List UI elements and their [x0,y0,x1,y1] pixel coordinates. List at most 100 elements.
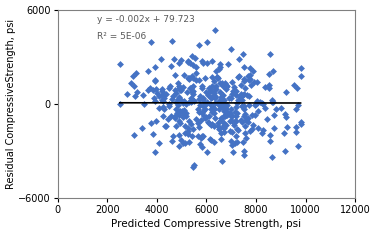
Point [177,109,183,113]
Point [173,91,179,94]
Point [213,69,219,72]
Point [178,58,184,62]
Point [192,56,198,60]
Point [162,124,168,128]
Point [117,102,123,106]
Point [182,73,188,77]
Point [200,60,206,63]
Point [205,121,211,124]
Point [176,144,182,148]
Point [190,84,196,88]
Point [179,141,185,145]
Point [228,139,234,142]
Point [241,114,247,118]
Point [203,115,209,119]
Point [180,115,186,119]
Point [229,130,235,134]
Point [237,95,243,99]
Point [133,71,139,74]
Point [254,101,260,104]
Point [178,98,184,102]
Point [152,150,158,154]
Point [176,119,182,123]
Point [221,98,227,102]
Point [295,103,301,107]
Point [189,90,195,93]
Point [214,75,220,79]
Point [224,85,230,88]
Point [190,76,196,80]
Point [175,81,181,85]
Point [196,98,202,101]
Point [181,108,187,112]
Point [170,134,176,138]
Point [227,119,233,123]
Point [212,96,218,99]
Point [271,114,277,117]
Point [187,86,193,90]
Point [260,128,266,132]
Point [258,100,264,104]
Point [159,98,165,102]
Point [253,102,259,106]
Point [246,94,252,98]
Point [229,115,235,118]
Point [209,84,215,88]
Point [173,124,179,128]
Point [201,115,207,118]
Point [150,88,156,92]
Point [124,92,130,96]
Point [171,57,177,60]
Point [193,118,199,121]
Point [254,81,260,84]
Point [189,74,195,77]
Point [245,120,251,124]
Point [183,111,189,115]
Point [228,96,234,100]
Point [167,84,173,88]
Point [218,100,224,104]
Point [153,99,159,103]
Point [259,101,265,105]
Point [208,102,214,106]
Point [199,112,205,115]
Point [159,93,165,97]
Point [213,84,219,88]
Point [243,118,249,122]
Point [217,81,223,85]
Point [217,102,223,106]
Point [227,130,233,133]
Point [154,91,160,95]
Point [220,83,226,87]
Point [212,94,218,98]
Point [247,129,253,133]
Point [139,126,145,130]
Point [180,85,186,89]
Point [216,67,222,71]
Point [197,97,203,100]
Point [149,121,155,125]
Point [177,121,183,125]
Point [190,128,196,131]
Point [148,40,154,44]
Point [212,87,218,91]
Point [255,109,261,113]
Point [193,71,199,75]
Point [247,66,253,70]
Point [175,97,181,101]
Point [190,63,196,67]
Point [159,89,165,93]
Point [173,88,179,92]
Point [200,110,206,113]
Point [188,122,194,126]
Point [190,165,196,168]
Point [205,93,211,97]
Point [199,134,205,137]
Point [185,59,191,63]
Point [222,106,228,110]
Point [295,144,301,148]
Point [221,121,227,125]
Point [128,82,134,85]
Point [182,124,188,128]
Point [269,100,275,104]
